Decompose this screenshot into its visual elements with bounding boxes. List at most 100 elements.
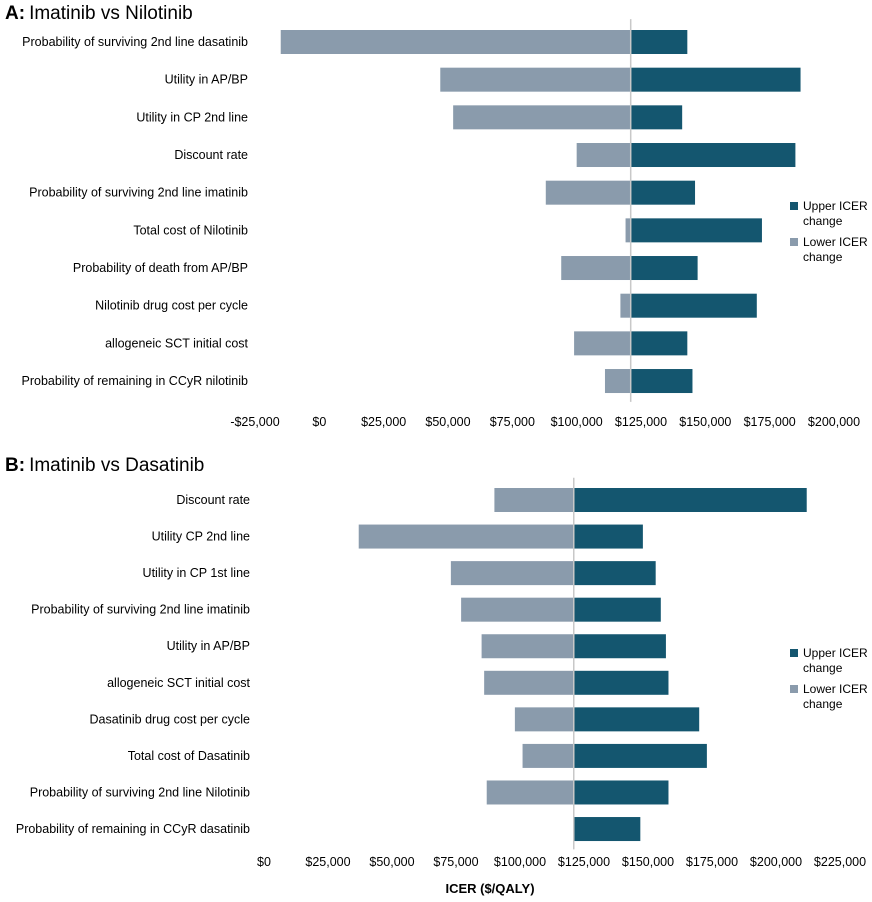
lower-icer-bar	[561, 256, 631, 281]
upper-icer-bar	[630, 218, 762, 243]
panel-b-title: B: Imatinib vs Dasatinib	[5, 455, 204, 476]
panel-b-x-axis-label: ICER ($/QALY)	[445, 881, 534, 896]
category-label: Probability of surviving 2nd line imatin…	[31, 603, 250, 617]
x-tick-label: $0	[257, 855, 271, 869]
upper-icer-bar	[573, 743, 707, 768]
category-label: Probability of surviving 2nd line imatin…	[29, 186, 248, 200]
x-tick-label: $150,000	[679, 415, 731, 429]
panel-a-bars	[280, 30, 801, 394]
upper-icer-bar	[630, 369, 693, 394]
x-tick-label: $200,000	[750, 855, 802, 869]
x-tick-label: $75,000	[490, 415, 535, 429]
x-tick-label: $150,000	[622, 855, 674, 869]
panel-b-title-text: Imatinib vs Dasatinib	[29, 455, 204, 476]
lower-icer-bar	[625, 218, 631, 243]
panel-b-imatinib-vs-dasatinib: B: Imatinib vs Dasatinib Discount rate Uti…	[5, 455, 868, 896]
x-tick-label: $175,000	[686, 855, 738, 869]
legend-label-lower: Lower ICER change	[803, 682, 868, 711]
upper-icer-bar	[630, 256, 698, 281]
lower-icer-bar	[620, 293, 631, 318]
panel-a-title-text: Imatinib vs Nilotinib	[29, 3, 193, 24]
upper-icer-bar	[630, 105, 683, 130]
panel-b-bars	[358, 488, 807, 842]
upper-icer-bar	[630, 180, 696, 205]
category-label: Utility in CP 2nd line	[136, 110, 248, 124]
lower-icer-bar	[604, 369, 631, 394]
upper-icer-bar	[573, 634, 666, 659]
panel-a-imatinib-vs-nilotinib: A: Imatinib vs Nilotinib Probability of s…	[5, 3, 868, 429]
x-tick-label: -$25,000	[230, 415, 279, 429]
x-tick-label: $175,000	[744, 415, 796, 429]
lower-icer-bar	[358, 524, 574, 549]
x-tick-label: $225,000	[814, 855, 866, 869]
lower-icer-bar	[486, 780, 574, 805]
lower-icer-bar	[461, 597, 574, 622]
category-label: allogeneic SCT initial cost	[107, 676, 250, 690]
lower-icer-bar	[514, 707, 574, 732]
x-tick-label: $25,000	[305, 855, 350, 869]
lower-icer-bar	[450, 561, 574, 586]
x-tick-label: $200,000	[808, 415, 860, 429]
x-tick-label: $100,000	[494, 855, 546, 869]
category-label: Utility in AP/BP	[167, 639, 250, 653]
category-label: Total cost of Nilotinib	[133, 223, 248, 237]
category-label: Total cost of Dasatinib	[128, 749, 250, 763]
legend-swatch-upper	[790, 202, 798, 210]
x-tick-label: $125,000	[558, 855, 610, 869]
category-label: allogeneic SCT initial cost	[105, 336, 248, 350]
x-tick-label: $0	[312, 415, 326, 429]
legend-swatch-upper	[790, 649, 798, 657]
x-tick-label: $25,000	[361, 415, 406, 429]
category-label: Dasatinib drug cost per cycle	[90, 712, 251, 726]
panel-a-title-prefix: A:	[5, 3, 25, 24]
category-label: Discount rate	[174, 148, 248, 162]
category-label: Utility CP 2nd line	[152, 530, 250, 544]
panel-a-x-tick-labels: -$25,000 $0 $25,000 $50,000 $75,000 $100,000 $…	[230, 415, 860, 429]
upper-icer-bar	[630, 67, 801, 92]
category-label: Probability of surviving 2nd line dasati…	[22, 35, 248, 49]
lower-icer-bar	[522, 743, 574, 768]
category-label: Probability of death from AP/BP	[73, 261, 248, 275]
upper-icer-bar	[630, 293, 757, 318]
legend-label-upper: Upper ICER change	[803, 199, 868, 228]
lower-icer-bar	[440, 67, 631, 92]
category-label: Probability of remaining in CCyR nilotin…	[22, 374, 249, 388]
upper-icer-bar	[630, 143, 796, 168]
upper-icer-bar	[573, 488, 807, 512]
upper-icer-bar	[573, 597, 661, 622]
category-label: Discount rate	[176, 493, 250, 507]
panel-a-title: A: Imatinib vs Nilotinib	[5, 3, 193, 24]
legend-label-upper: Upper ICER change	[803, 646, 868, 675]
lower-icer-bar	[484, 670, 574, 695]
legend-label-lower: Lower ICER change	[803, 235, 868, 264]
upper-icer-bar	[630, 30, 688, 54]
x-tick-label: $50,000	[425, 415, 470, 429]
panel-b-legend: Upper ICER change Lower ICER change	[790, 646, 868, 711]
panel-a-category-labels: Probability of surviving 2nd line dasati…	[22, 35, 249, 388]
upper-icer-bar	[573, 780, 669, 805]
upper-icer-bar	[573, 561, 656, 586]
category-label: Utility in AP/BP	[165, 73, 248, 87]
upper-icer-bar	[573, 670, 669, 695]
lower-icer-bar	[494, 488, 574, 512]
x-tick-label: $125,000	[615, 415, 667, 429]
x-tick-label: $50,000	[369, 855, 414, 869]
upper-icer-bar	[573, 524, 643, 549]
lower-icer-bar	[574, 331, 631, 356]
lower-icer-bar	[453, 105, 631, 130]
panel-a-legend: Upper ICER change Lower ICER change	[790, 199, 868, 264]
category-label: Probability of remaining in CCyR dasatin…	[16, 822, 250, 836]
panel-b-category-labels: Discount rate Utility CP 2nd line Utility …	[16, 493, 251, 836]
panel-b-x-tick-labels: $0 $25,000 $50,000 $75,000 $100,000 $125,000 $…	[257, 855, 866, 869]
upper-icer-bar	[573, 707, 700, 732]
lower-icer-bar	[481, 634, 574, 659]
x-tick-label: $100,000	[551, 415, 603, 429]
category-label: Nilotinib drug cost per cycle	[95, 299, 248, 313]
x-tick-label: $75,000	[433, 855, 478, 869]
category-label: Probability of surviving 2nd line Niloti…	[30, 785, 250, 799]
lower-icer-bar	[545, 180, 631, 205]
legend-swatch-lower	[790, 238, 798, 246]
lower-icer-bar	[280, 30, 631, 54]
upper-icer-bar	[630, 331, 688, 356]
